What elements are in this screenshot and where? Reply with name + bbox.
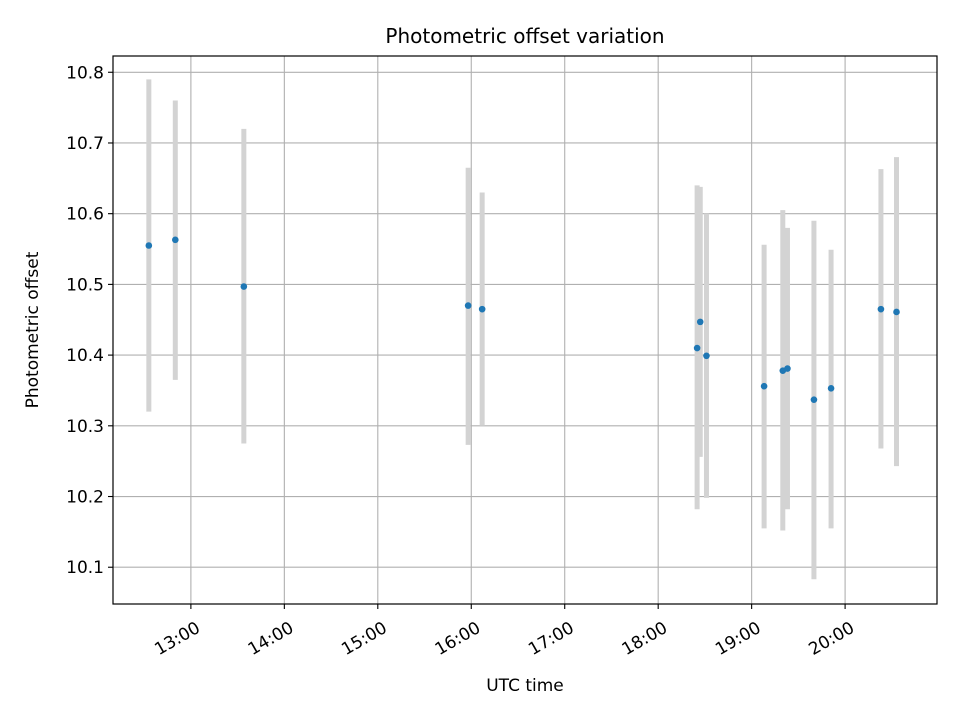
data-point	[827, 385, 835, 392]
grid-lines	[113, 56, 937, 604]
data-points	[145, 236, 900, 403]
x-axis-label: UTC time	[486, 676, 564, 696]
y-tick-label: 10.4	[66, 346, 104, 366]
y-axis-ticks: 10.1 10.2 10.3 10.4 10.5 10.6 10.7 10.8	[66, 63, 113, 578]
y-tick-label: 10.6	[66, 205, 104, 225]
data-point	[784, 365, 791, 372]
data-point	[145, 242, 153, 249]
data-point	[172, 236, 179, 244]
y-axis-label: Photometric offset	[23, 251, 43, 408]
y-tick-label: 10.3	[66, 417, 104, 437]
data-point	[893, 308, 900, 316]
y-tick-label: 10.8	[66, 63, 104, 83]
data-point	[478, 305, 486, 313]
y-tick-label: 10.5	[66, 275, 104, 295]
y-tick-label: 10.1	[66, 558, 104, 578]
data-point	[760, 382, 768, 390]
chart-title: Photometric offset variation	[385, 24, 664, 48]
y-tick-label: 10.2	[66, 488, 104, 508]
data-point	[696, 318, 704, 326]
data-point	[877, 305, 885, 313]
plot-frame	[112, 55, 938, 605]
data-point	[693, 344, 701, 352]
data-point	[810, 396, 818, 403]
data-point	[703, 352, 710, 360]
data-point	[464, 302, 472, 309]
y-tick-label: 10.7	[66, 134, 104, 154]
data-point	[240, 283, 248, 290]
